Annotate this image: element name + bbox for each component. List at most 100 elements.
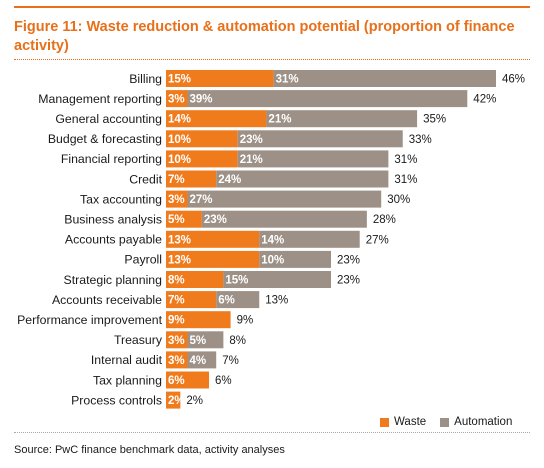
value-label-automation-strategic-planning: 15% <box>225 275 248 287</box>
bar-waste-strategic-planning <box>166 271 224 288</box>
value-label-automation-business-analysis: 23% <box>204 214 227 226</box>
bar-automation-treasury <box>187 331 224 349</box>
bar-waste-treasury <box>166 331 188 349</box>
bar-waste-accounts-payable <box>166 230 260 248</box>
bar-automation-budget-forecasting <box>237 130 403 148</box>
category-label-accounts-receivable: Accounts receivable <box>52 293 162 307</box>
total-label-credit: 31% <box>394 174 417 186</box>
bar-waste-tax-accounting <box>166 190 188 208</box>
total-label-performance-improvement: 9% <box>237 315 254 327</box>
bar-waste-billing <box>166 70 274 87</box>
category-label-tax-planning: Tax planning <box>93 373 162 387</box>
category-label-management-reporting: Management reporting <box>38 92 162 106</box>
value-label-waste-budget-forecasting: 10% <box>168 134 191 146</box>
value-label-waste-general-accounting: 14% <box>168 114 191 126</box>
bar-waste-management-reporting <box>166 90 188 108</box>
bar-waste-internal-audit <box>166 351 188 369</box>
category-label-credit: Credit <box>129 172 162 186</box>
value-label-automation-credit: 24% <box>218 174 241 186</box>
value-label-waste-credit: 7% <box>168 174 185 186</box>
bar-automation-accounts-receivable <box>216 291 260 309</box>
value-label-waste-tax-accounting: 3% <box>168 194 185 206</box>
value-label-automation-financial-reporting: 21% <box>240 154 263 166</box>
value-label-waste-tax-planning: 6% <box>168 375 185 387</box>
value-label-automation-budget-forecasting: 23% <box>240 134 263 146</box>
value-label-automation-accounts-payable: 14% <box>261 234 284 246</box>
bar-waste-process-controls <box>166 391 181 409</box>
legend-label-automation: Automation <box>454 416 513 428</box>
total-label-tax-planning: 6% <box>215 375 232 387</box>
value-label-automation-billing: 31% <box>276 74 299 86</box>
bar-automation-strategic-planning <box>223 271 331 288</box>
bar-waste-financial-reporting <box>166 150 238 168</box>
bottom-divider <box>14 432 530 433</box>
value-label-automation-management-reporting: 39% <box>190 94 213 106</box>
bar-waste-payroll <box>166 250 260 268</box>
value-label-automation-internal-audit: 4% <box>190 355 207 367</box>
bar-automation-internal-audit <box>187 351 217 369</box>
bar-automation-accounts-payable <box>259 230 360 248</box>
total-label-budget-forecasting: 33% <box>409 134 432 146</box>
total-label-business-analysis: 28% <box>373 214 396 226</box>
value-label-automation-accounts-receivable: 6% <box>218 295 235 307</box>
total-label-treasury: 8% <box>229 335 246 347</box>
bar-waste-tax-planning <box>166 371 210 389</box>
category-label-strategic-planning: Strategic planning <box>64 273 163 287</box>
total-label-billing: 46% <box>502 74 525 86</box>
category-label-billing: Billing <box>129 72 162 86</box>
total-label-accounts-payable: 27% <box>366 234 389 246</box>
legend-label-waste: Waste <box>394 416 427 428</box>
value-label-waste-process-controls: 2% <box>168 395 185 407</box>
bar-automation-general-accounting <box>266 110 418 128</box>
legend-item-waste: Waste <box>380 416 426 428</box>
bar-waste-general-accounting <box>166 110 267 128</box>
total-label-management-reporting: 42% <box>473 94 496 106</box>
legend: Waste Automation <box>380 416 512 428</box>
total-label-tax-accounting: 30% <box>387 194 410 206</box>
bar-automation-payroll <box>259 250 331 268</box>
value-label-waste-internal-audit: 3% <box>168 355 185 367</box>
value-label-waste-payroll: 13% <box>168 254 191 266</box>
value-label-waste-accounts-payable: 13% <box>168 234 191 246</box>
total-label-accounts-receivable: 13% <box>265 295 288 307</box>
legend-swatch-automation <box>440 417 450 427</box>
bar-waste-credit <box>166 170 217 188</box>
bar-automation-business-analysis <box>201 210 367 228</box>
top-rule <box>14 6 530 8</box>
title-divider <box>14 59 530 60</box>
category-label-process-controls: Process controls <box>71 393 162 407</box>
bar-waste-accounts-receivable <box>166 291 217 309</box>
category-label-business-analysis: Business analysis <box>64 213 162 227</box>
value-label-waste-treasury: 3% <box>168 335 185 347</box>
value-label-automation-general-accounting: 21% <box>268 114 291 126</box>
value-label-automation-payroll: 10% <box>261 254 284 266</box>
bar-waste-performance-improvement <box>166 311 231 329</box>
total-label-process-controls: 2% <box>186 395 203 407</box>
value-label-automation-tax-accounting: 27% <box>190 194 213 206</box>
bar-automation-billing <box>273 70 496 87</box>
value-label-waste-performance-improvement: 9% <box>168 315 185 327</box>
category-label-general-accounting: General accounting <box>55 112 162 126</box>
value-label-automation-treasury: 5% <box>190 335 207 347</box>
value-label-waste-management-reporting: 3% <box>168 94 185 106</box>
category-label-payroll: Payroll <box>124 253 162 267</box>
total-label-general-accounting: 35% <box>423 114 446 126</box>
bar-waste-budget-forecasting <box>166 130 238 148</box>
category-label-budget-forecasting: Budget & forecasting <box>48 132 162 146</box>
bar-automation-credit <box>216 170 389 188</box>
legend-swatch-waste <box>380 417 389 427</box>
category-label-accounts-payable: Accounts payable <box>65 233 162 247</box>
category-label-performance-improvement: Performance improvement <box>17 313 162 327</box>
value-label-waste-strategic-planning: 8% <box>168 275 185 287</box>
value-label-waste-financial-reporting: 10% <box>168 154 191 166</box>
value-label-waste-accounts-receivable: 7% <box>168 295 185 307</box>
total-label-internal-audit: 7% <box>222 355 239 367</box>
category-label-treasury: Treasury <box>114 333 163 347</box>
bar-automation-financial-reporting <box>237 150 389 168</box>
bar-automation-management-reporting <box>187 90 468 108</box>
total-label-financial-reporting: 31% <box>394 154 417 166</box>
chart-title: Figure 11: Waste reduction & automation … <box>14 19 515 54</box>
category-label-tax-accounting: Tax accounting <box>80 192 162 206</box>
category-label-financial-reporting: Financial reporting <box>61 152 162 166</box>
legend-item-automation: Automation <box>440 416 512 428</box>
